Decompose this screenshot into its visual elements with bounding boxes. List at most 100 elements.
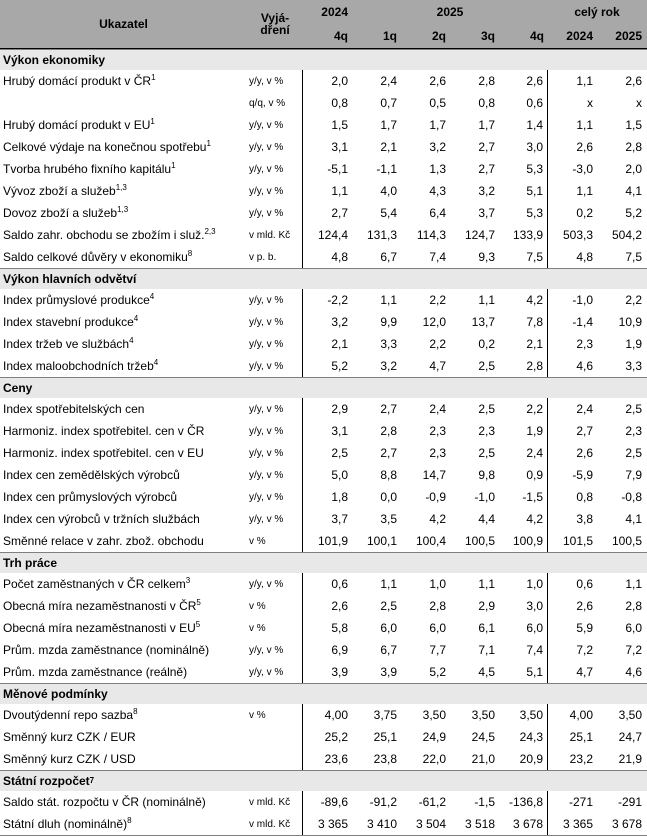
value-cell: 3,2 xyxy=(380,359,397,373)
unit-cell: y/y, v % xyxy=(247,70,303,92)
unit-cell: y/y, v % xyxy=(247,355,303,377)
indicator-label: Saldo zahr. obchodu se zbožím i služ.2,3 xyxy=(3,228,216,242)
indicator-label: Státní dluh (nominálně)8 xyxy=(3,817,132,831)
value-cell: 1,7 xyxy=(429,118,446,132)
value-cell: 2,0 xyxy=(331,74,348,88)
value-cell: 2,0 xyxy=(625,162,642,176)
value-cell: 2,7 xyxy=(576,424,593,438)
value-cell: 2,2 xyxy=(429,337,446,351)
value-cell: 7,2 xyxy=(576,643,593,657)
value-cell: 1,1 xyxy=(380,293,397,307)
header-full-year: celý rok xyxy=(574,5,620,19)
value-cell: 2,5 xyxy=(478,402,495,416)
value-cell: 2,7 xyxy=(478,162,495,176)
value-cell: 6,7 xyxy=(380,643,397,657)
unit-cell: y/y, v % xyxy=(247,420,303,442)
value-cell: 2,4 xyxy=(576,402,593,416)
value-cell: 6,0 xyxy=(429,621,446,635)
value-cell: 25,1 xyxy=(373,730,397,744)
value-cell: x xyxy=(636,96,642,110)
value-cell: 10,9 xyxy=(618,315,642,329)
unit-cell xyxy=(247,726,303,748)
value-cell: 24,5 xyxy=(471,730,495,744)
value-cell: 3,50 xyxy=(618,708,642,722)
value-cell: 2,1 xyxy=(380,140,397,154)
value-cell: 2,6 xyxy=(499,70,548,92)
unit-cell: y/y, v % xyxy=(247,398,303,420)
value-cell: 1,1 xyxy=(478,293,495,307)
value-cell: 24,7 xyxy=(618,730,642,744)
value-cell: 3 678 xyxy=(499,813,548,835)
table-row: Směnné relace v zahr. zbož. obchodu v % 10… xyxy=(0,530,647,552)
unit-cell: v % xyxy=(247,530,303,552)
indicator-label: Vývoz zboží a služeb1,3 xyxy=(3,184,127,198)
value-cell: 4,00 xyxy=(324,708,348,722)
value-cell: 3,3 xyxy=(625,359,642,373)
value-cell: 1,1 xyxy=(576,118,593,132)
indicator-label: Obecná míra nezaměstnanosti v EU5 xyxy=(3,621,201,635)
value-cell: -3,0 xyxy=(572,162,593,176)
value-cell: 5,2 xyxy=(331,359,348,373)
table-row: q/q, v % 0,8 0,7 0,5 0,8 0,6 x x xyxy=(0,92,647,114)
header-years-block: 2024 2025 celý rok 4q 1q 2q 3q 4q 2024 2025 xyxy=(303,0,647,48)
table-row: Saldo celkové důvěry v ekonomiku8 v p. b.… xyxy=(0,246,647,268)
value-cell: 25,2 xyxy=(324,730,348,744)
value-cell: 5,2 xyxy=(625,206,642,220)
value-cell: 9,3 xyxy=(478,250,495,264)
value-cell: 2,7 xyxy=(380,446,397,460)
value-cell: -89,6 xyxy=(320,795,348,809)
unit-cell: v p. b. xyxy=(247,246,303,268)
value-cell: 2,9 xyxy=(478,599,495,613)
value-cell: 1,1 xyxy=(576,184,593,198)
value-cell: 5,9 xyxy=(576,621,593,635)
footnote-marker: 3 xyxy=(185,577,191,585)
table-row: Počet zaměstnaných v ČR celkem3 y/y, v % 0… xyxy=(0,573,647,595)
value-cell: 2,8 xyxy=(625,140,642,154)
value-cell: 4,1 xyxy=(625,184,642,198)
header-subcol-2: 2q xyxy=(431,29,446,43)
value-cell: 5,8 xyxy=(331,621,348,635)
value-cell: 2,8 xyxy=(625,599,642,613)
value-cell: 12,0 xyxy=(422,315,446,329)
table-row: Index cen zemědělských výrobců y/y, v % 5,… xyxy=(0,464,647,486)
header-year-2025: 2025 xyxy=(436,5,464,19)
value-cell: 2,3 xyxy=(429,424,446,438)
value-cell: 3,9 xyxy=(331,665,348,679)
table-row: Dvoutýdenní repo sazba8 v % 4,00 3,75 3,50 3,… xyxy=(0,704,647,726)
value-cell: 2,8 xyxy=(478,74,495,88)
value-cell: 2,1 xyxy=(331,337,348,351)
value-cell: 1,5 xyxy=(625,118,642,132)
unit-cell: v % xyxy=(247,595,303,617)
table-row: Saldo zahr. obchodu se zbožím i služ.2,3… xyxy=(0,224,647,246)
value-cell: 3,75 xyxy=(373,708,397,722)
value-cell: 4,00 xyxy=(569,708,593,722)
footnote-marker: 8 xyxy=(127,817,132,825)
value-cell: 5,3 xyxy=(499,158,548,180)
value-cell: 1,4 xyxy=(499,114,548,136)
indicator-label: Harmoniz. index spotřebitel. cen v EU xyxy=(3,446,204,460)
value-cell: 3,50 xyxy=(499,704,548,726)
value-cell: 4,8 xyxy=(331,250,348,264)
value-cell: 3,7 xyxy=(331,512,348,526)
table-row: Směnný kurz CZK / EUR 25,2 25,1 24,9 24,5 24,… xyxy=(0,726,647,748)
indicator-label: Index maloobchodních tržeb4 xyxy=(3,359,159,373)
value-cell: 7,1 xyxy=(478,643,495,657)
value-cell: -91,2 xyxy=(369,795,397,809)
value-cell: 24,9 xyxy=(422,730,446,744)
table-row: Dovoz zboží a služeb1,3 y/y, v % 2,7 5,4 6,4… xyxy=(0,202,647,224)
footnote-marker: 8 xyxy=(187,250,193,258)
value-cell: 5,1 xyxy=(499,661,548,683)
value-cell: 503,3 xyxy=(562,228,593,242)
value-cell: 20,9 xyxy=(499,748,548,770)
indicator-label: Harmoniz. index spotřebitel. cen v ČR xyxy=(3,424,205,438)
value-cell: 3,2 xyxy=(429,140,446,154)
unit-cell: y/y, v % xyxy=(247,114,303,136)
value-cell: 100,5 xyxy=(464,534,495,548)
value-cell: 2,7 xyxy=(331,206,348,220)
value-cell: 5,0 xyxy=(331,468,348,482)
value-cell: 5,3 xyxy=(499,202,548,224)
indicator-label: Hrubý domácí produkt v EU1 xyxy=(3,118,155,132)
footnote-marker: 1 xyxy=(151,74,156,82)
value-cell: 3,5 xyxy=(380,512,397,526)
header-subcol-6: 2025 xyxy=(615,29,642,43)
